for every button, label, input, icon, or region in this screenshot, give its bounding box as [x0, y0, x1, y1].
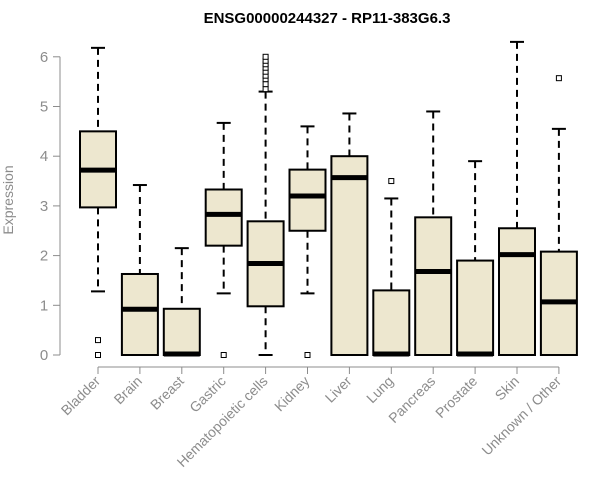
box-rect — [330, 155, 369, 356]
chart-title: ENSG00000244327 - RP11-383G6.3 — [204, 10, 451, 27]
box-0 — [79, 46, 117, 358]
outlier-point — [220, 352, 227, 358]
box-rect — [372, 289, 411, 357]
box-7 — [372, 178, 411, 357]
box-rect — [120, 272, 159, 357]
box-rect — [456, 259, 495, 357]
box-2 — [162, 247, 201, 357]
outlier-point — [95, 352, 101, 358]
outlier-point — [555, 75, 562, 82]
x-tick-label: Lung — [363, 373, 396, 406]
y-tick-label: 4 — [40, 148, 48, 165]
outlier-point — [262, 86, 269, 93]
y-tick-label: 3 — [40, 198, 48, 215]
y-tick-label: 1 — [40, 297, 48, 314]
outlier-point — [262, 53, 269, 60]
box-6 — [330, 112, 369, 356]
y-axis-label: Expression — [0, 165, 16, 234]
box-1 — [120, 184, 159, 357]
x-tick-label: Unknown / Other — [478, 373, 564, 459]
box-8 — [414, 110, 453, 356]
x-tick-label: Pancreas — [385, 373, 438, 426]
x-tick-label: Breast — [147, 373, 187, 413]
outlier-point — [95, 337, 101, 344]
box-rect — [414, 216, 453, 356]
x-tick-label: Liver — [322, 373, 355, 406]
outlier-point — [262, 81, 269, 88]
y-tick-label: 6 — [40, 49, 48, 66]
box-rect — [288, 168, 327, 232]
box-rect — [162, 307, 201, 356]
y-tick-label: 5 — [40, 99, 48, 116]
box-11 — [539, 75, 578, 356]
x-tick-label: Kidney — [271, 373, 313, 415]
box-series — [79, 40, 578, 358]
x-tick-label: Prostate — [432, 373, 480, 421]
outlier-point — [388, 178, 395, 185]
box-9 — [456, 160, 495, 357]
x-tick-label: Skin — [492, 373, 523, 404]
box-5 — [288, 125, 327, 358]
box-4 — [246, 53, 285, 356]
x-tick-label: Brain — [111, 373, 145, 407]
box-10 — [498, 40, 536, 356]
box-rect — [204, 188, 243, 247]
y-axis: 0 1 2 3 4 5 6 — [40, 49, 61, 364]
y-tick-label: 2 — [40, 248, 48, 265]
x-tick-label: Bladder — [58, 373, 104, 419]
box-rect — [498, 227, 536, 356]
outlier-point — [304, 352, 311, 358]
y-tick-label: 0 — [40, 347, 48, 364]
box-3 — [204, 121, 243, 358]
